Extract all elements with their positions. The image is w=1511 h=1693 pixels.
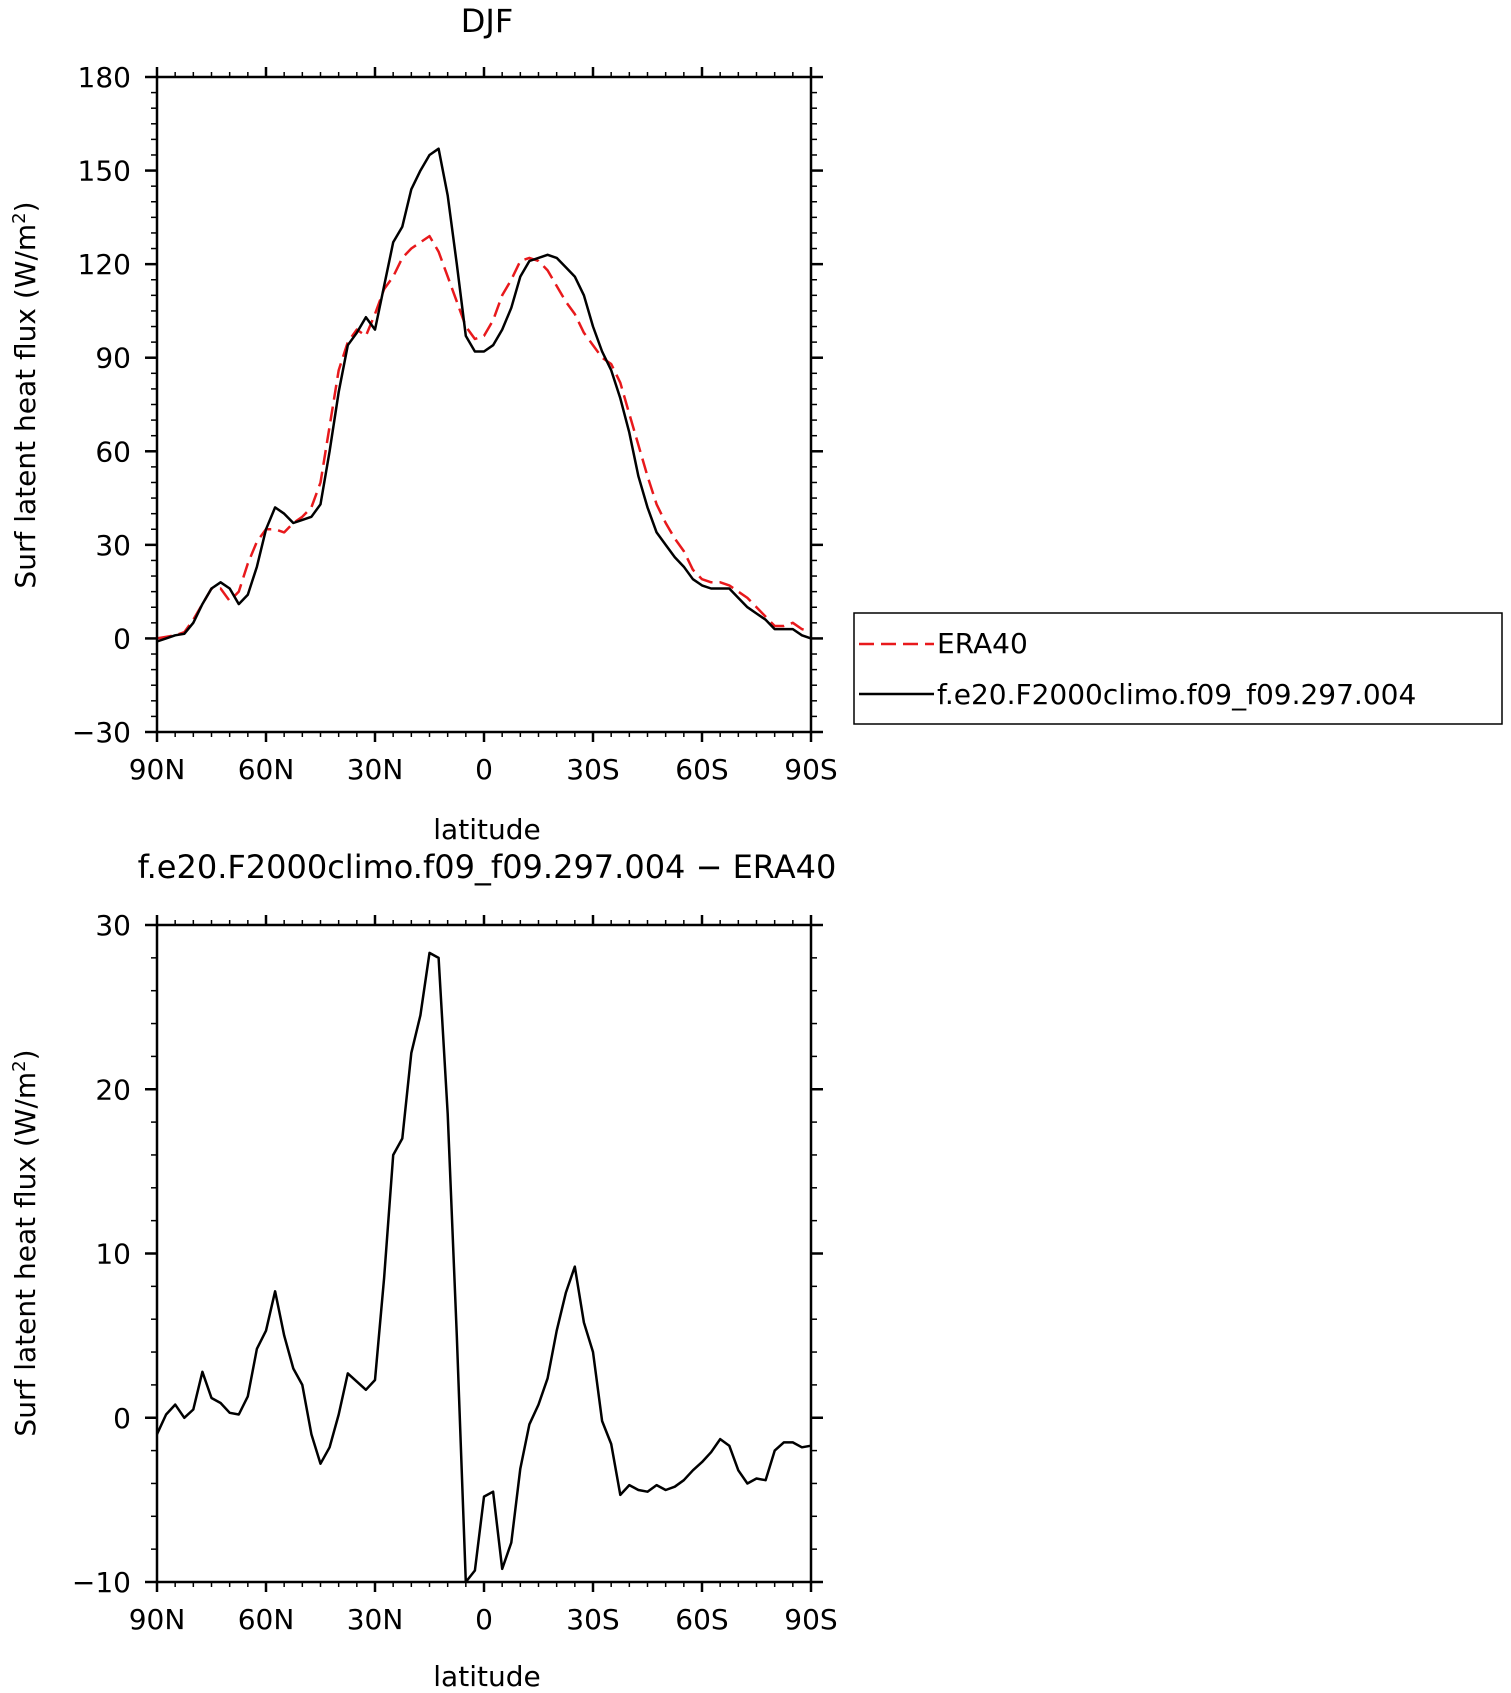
series-line-difference [155, 951, 812, 1584]
tick-group: 90N 60N 30N 0 30S 60S 90S 180 150 120 90 60 30 0 −30 [72, 61, 838, 786]
bottom-panel: f.e20.F2000climo.f09_f09.297.004 − ERA40… [9, 848, 838, 1693]
x-tick-label: 30N [347, 753, 404, 786]
y-axis-label: Surf latent heat flux (W/m2) [9, 201, 42, 588]
legend-box [853, 612, 1503, 725]
x-tick-label: 30S [566, 1603, 619, 1636]
y-tick-label: 30 [95, 909, 131, 942]
x-axis-label: latitude [433, 813, 540, 846]
y-tick-label: 20 [95, 1073, 131, 1106]
x-tick-label: 90N [129, 753, 186, 786]
legend-label-model: f.e20.F2000climo.f09_f09.297.004 [937, 678, 1416, 711]
top-panel: DJF Surf latent heat flux (W/m2) latitud… [9, 2, 1503, 846]
plot-area [155, 951, 812, 1584]
y-tick-label: 60 [95, 435, 131, 468]
x-tick-label: 60N [238, 1603, 295, 1636]
x-tick-label: 30N [347, 1603, 404, 1636]
x-tick-label: 0 [475, 1603, 493, 1636]
x-tick-label: 90N [129, 1603, 186, 1636]
y-tick-label: 180 [78, 61, 131, 94]
x-tick-label: 60S [675, 753, 728, 786]
plot-area [156, 147, 812, 643]
x-tick-label: 30S [566, 753, 619, 786]
chart-title: DJF [461, 2, 513, 40]
legend: ERA40 f.e20.F2000climo.f09_f09.297.004 [853, 612, 1503, 725]
y-tick-label: 90 [95, 342, 131, 375]
x-tick-label: 90S [784, 1603, 837, 1636]
plot-frame [155, 75, 813, 734]
legend-label-era40: ERA40 [937, 627, 1028, 660]
y-tick-label: 0 [113, 622, 131, 655]
y-tick-label: −10 [72, 1566, 131, 1599]
y-axis-label: Surf latent heat flux (W/m2) [9, 1049, 42, 1436]
series-line-f-e20-f2000climo-f09-f09-297-004 [156, 147, 812, 643]
y-tick-label: 10 [95, 1238, 131, 1271]
x-tick-label: 60S [675, 1603, 728, 1636]
y-tick-label: 30 [95, 529, 131, 562]
tick-group: 90N 60N 30N 0 30S 60S 90S 30 20 10 0 −10 [72, 909, 838, 1636]
x-axis-label: latitude [433, 1660, 540, 1693]
x-tick-label: 60N [238, 753, 295, 786]
plot-frame [155, 923, 813, 1584]
x-tick-label: 0 [475, 753, 493, 786]
y-tick-label: −30 [72, 716, 131, 749]
y-tick-label: 150 [78, 155, 131, 188]
series-line-era40 [156, 234, 812, 640]
y-tick-label: 0 [113, 1402, 131, 1435]
x-tick-label: 90S [784, 753, 837, 786]
chart-title: f.e20.F2000climo.f09_f09.297.004 − ERA40 [138, 848, 837, 886]
y-tick-label: 120 [78, 248, 131, 281]
